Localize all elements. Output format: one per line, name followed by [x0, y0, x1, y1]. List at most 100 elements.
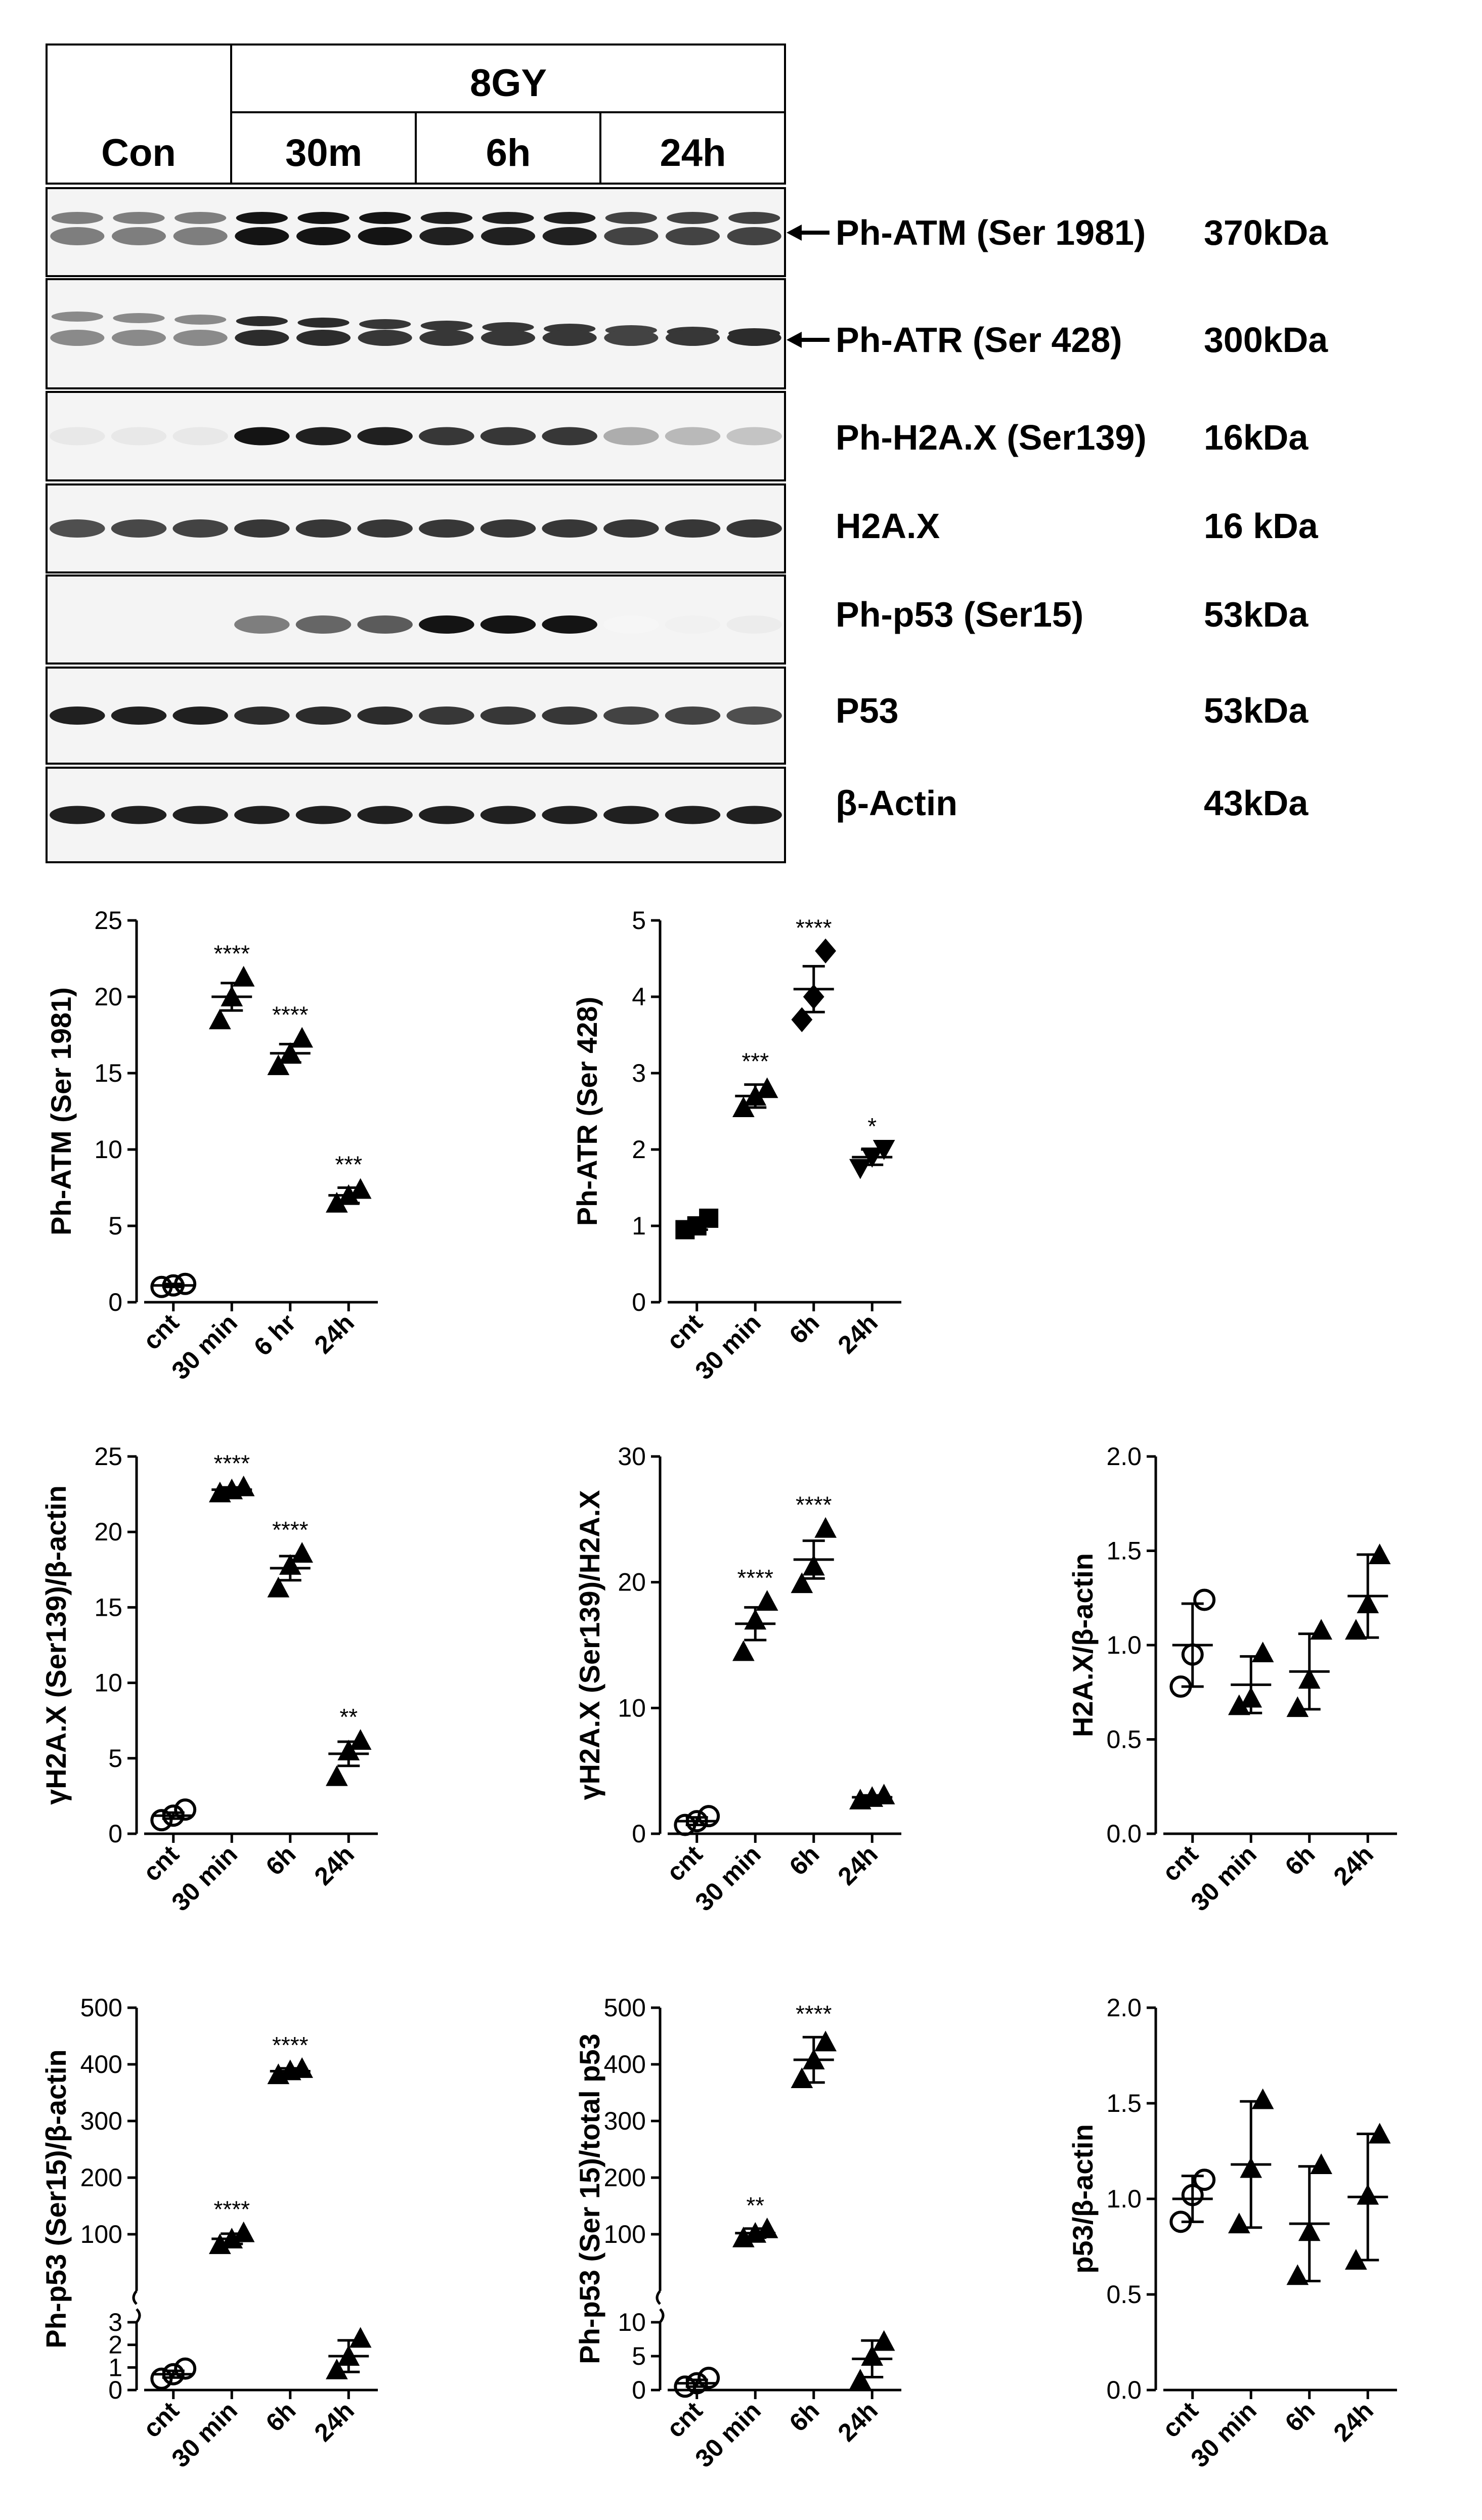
y-tick-label: 0 [632, 1820, 646, 1848]
data-point [150, 1809, 173, 1832]
chart-gh2ax-actin: 0 5 10 15 20 25 cnt 30 min 6h 24h γH2A.X (Ser139)/… [0, 1416, 572, 1917]
band-name: Ph-ATR (Ser 428) [836, 320, 1122, 360]
protein-band [297, 212, 350, 224]
chart-ph-atm: 0 5 10 15 20 25 cnt 30 min 6 hr 24h Ph-ATM (Ser 19… [0, 890, 572, 1386]
blot-header: Con 8GY 30m 6h 24h [46, 43, 786, 185]
blot-membrane [46, 187, 786, 277]
protein-band [480, 806, 536, 824]
protein-band [604, 227, 659, 245]
y-tick-label: 200 [604, 2163, 646, 2192]
protein-band [542, 706, 597, 725]
protein-band [358, 227, 412, 245]
protein-band [481, 330, 536, 346]
significance-marker: **** [213, 2196, 250, 2223]
protein-band [419, 706, 474, 725]
band-name: P53 [836, 691, 899, 730]
protein-band [359, 212, 411, 224]
data-point [814, 1517, 837, 1538]
significance-marker: **** [272, 1517, 309, 1543]
x-tick-label: 24h [1328, 2396, 1379, 2447]
blot-panel [46, 391, 786, 481]
y-tick-label: 25 [94, 1442, 122, 1471]
y-tick-label: 0 [108, 1820, 122, 1848]
data-point [732, 1096, 755, 1117]
y-tick-label: 400 [80, 2050, 122, 2079]
protein-band [113, 212, 165, 224]
y-tick-label: 20 [94, 1518, 122, 1546]
band-size: 53kDa [1204, 691, 1309, 730]
axis-break [132, 2290, 138, 2305]
blot-membrane [46, 574, 786, 665]
blot-panel [46, 574, 786, 665]
band-size: 16kDa [1204, 418, 1309, 457]
x-tick-label: cnt [1157, 1840, 1204, 1887]
y-tick-label: 20 [618, 1568, 646, 1597]
data-point [1286, 1696, 1309, 1717]
significance-marker: **** [213, 941, 250, 967]
x-tick-label: 30 min [1185, 2396, 1262, 2473]
axis-break [659, 2308, 665, 2323]
protein-band [665, 427, 721, 446]
significance-marker: **** [796, 914, 832, 941]
data-point [849, 1159, 871, 1179]
y-tick-label: 300 [604, 2107, 646, 2135]
chart-php53-total: 100 200 300 400 500 0 5 10 cnt 30 min 6h 24h Ph-p53 … [572, 1962, 1027, 2520]
protein-band [295, 519, 352, 538]
protein-band [235, 227, 289, 245]
y-tick-label: 300 [80, 2107, 122, 2135]
significance-marker: **** [796, 1492, 832, 1518]
data-point [349, 2327, 372, 2348]
protein-band [542, 806, 597, 824]
data-point [349, 1729, 372, 1750]
protein-band [50, 227, 105, 245]
data-point [756, 1077, 778, 1098]
y-tick-label: 25 [94, 906, 122, 935]
y-tick-label: 3 [632, 1059, 646, 1087]
data-point [232, 2221, 255, 2242]
band-name: H2A.X [836, 506, 940, 546]
protein-band [480, 706, 536, 725]
y-tick-label: 10 [94, 1135, 122, 1164]
protein-band [296, 330, 351, 346]
blot-membrane [46, 767, 786, 863]
protein-band [50, 519, 105, 538]
protein-band [172, 706, 228, 725]
band-size: 16 kDa [1204, 506, 1319, 546]
protein-band [234, 806, 290, 824]
y-tick-label: 20 [94, 983, 122, 1011]
protein-band [50, 427, 105, 446]
y-tick-label: 0 [108, 1288, 122, 1316]
y-tick-label: 1.0 [1106, 2185, 1142, 2213]
y-tick-label: 10 [618, 1694, 646, 1722]
protein-band [295, 615, 352, 634]
x-tick-label: 6h [1280, 1840, 1321, 1881]
x-tick-label: 6h [260, 1840, 301, 1881]
data-point [849, 2369, 871, 2390]
x-tick-label: 6h [784, 2396, 825, 2437]
protein-band [51, 212, 103, 224]
protein-band [111, 427, 167, 446]
data-point [232, 965, 255, 987]
band-size: 300kDa [1204, 320, 1328, 360]
y-tick-label: 2.0 [1106, 1442, 1142, 1471]
protein-band [173, 227, 228, 245]
band-label-row: Ph-ATR (Ser 428) 300kDa [787, 320, 1328, 360]
y-tick-label: 100 [604, 2220, 646, 2248]
y-axis-title: γH2A.X (Ser139)/β-actin [40, 1485, 72, 1805]
band-name: Ph-ATM (Ser 1981) [836, 213, 1146, 252]
protein-band [295, 706, 352, 725]
protein-band [544, 212, 596, 224]
x-tick-label: 30 min [166, 1840, 243, 1917]
protein-band [359, 319, 411, 329]
protein-band [481, 227, 536, 245]
protein-band [234, 615, 290, 634]
protein-band [236, 212, 288, 224]
band-label-row: β-Actin 43kDa [836, 783, 1309, 823]
x-tick-label: cnt [661, 2396, 708, 2443]
protein-band [482, 212, 534, 224]
y-axis-title: H2A.X/β-actin [1067, 1553, 1099, 1737]
protein-band [236, 316, 288, 326]
band-size: 370kDa [1204, 213, 1328, 252]
